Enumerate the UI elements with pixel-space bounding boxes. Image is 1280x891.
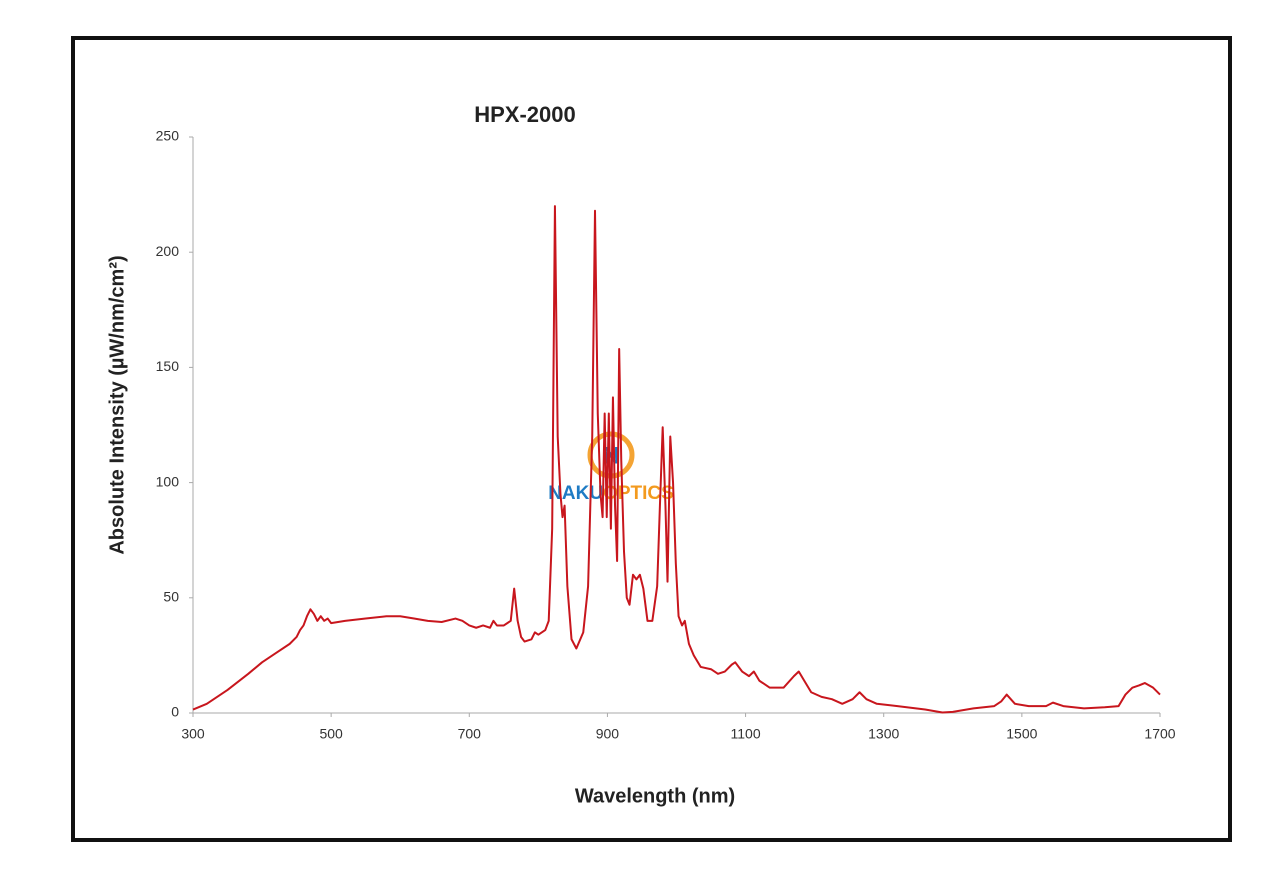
watermark-text: NAKUOPTICS	[548, 483, 674, 504]
y-tick-label: 250	[156, 128, 180, 144]
x-axis-label: Wavelength (nm)	[575, 785, 735, 807]
x-tick-label: 900	[596, 726, 620, 742]
x-tick-label: 1500	[1006, 726, 1037, 742]
watermark-part: OPTICS	[603, 483, 674, 504]
x-tick-label: 300	[181, 726, 205, 742]
y-tick-label: 100	[156, 473, 180, 489]
y-tick-label: 0	[171, 704, 179, 720]
x-tick-label: 500	[319, 726, 343, 742]
y-tick-label: 150	[156, 358, 180, 374]
x-tick-label: 1100	[731, 726, 761, 742]
x-tick-label: 1300	[868, 726, 899, 742]
y-tick-label: 200	[156, 243, 180, 259]
spectrum-line	[192, 205, 1161, 714]
x-tick-label: 1700	[1144, 726, 1175, 742]
y-tick-label: 50	[163, 589, 179, 605]
frame	[71, 36, 1232, 842]
chart-title: HPX-2000	[474, 102, 576, 127]
logo-letter: N	[602, 442, 619, 469]
x-tick-label: 700	[458, 726, 482, 742]
watermark-part: NAKU	[548, 483, 603, 504]
y-axis-label: Absolute Intensity (µW/nm/cm²)	[106, 255, 128, 554]
